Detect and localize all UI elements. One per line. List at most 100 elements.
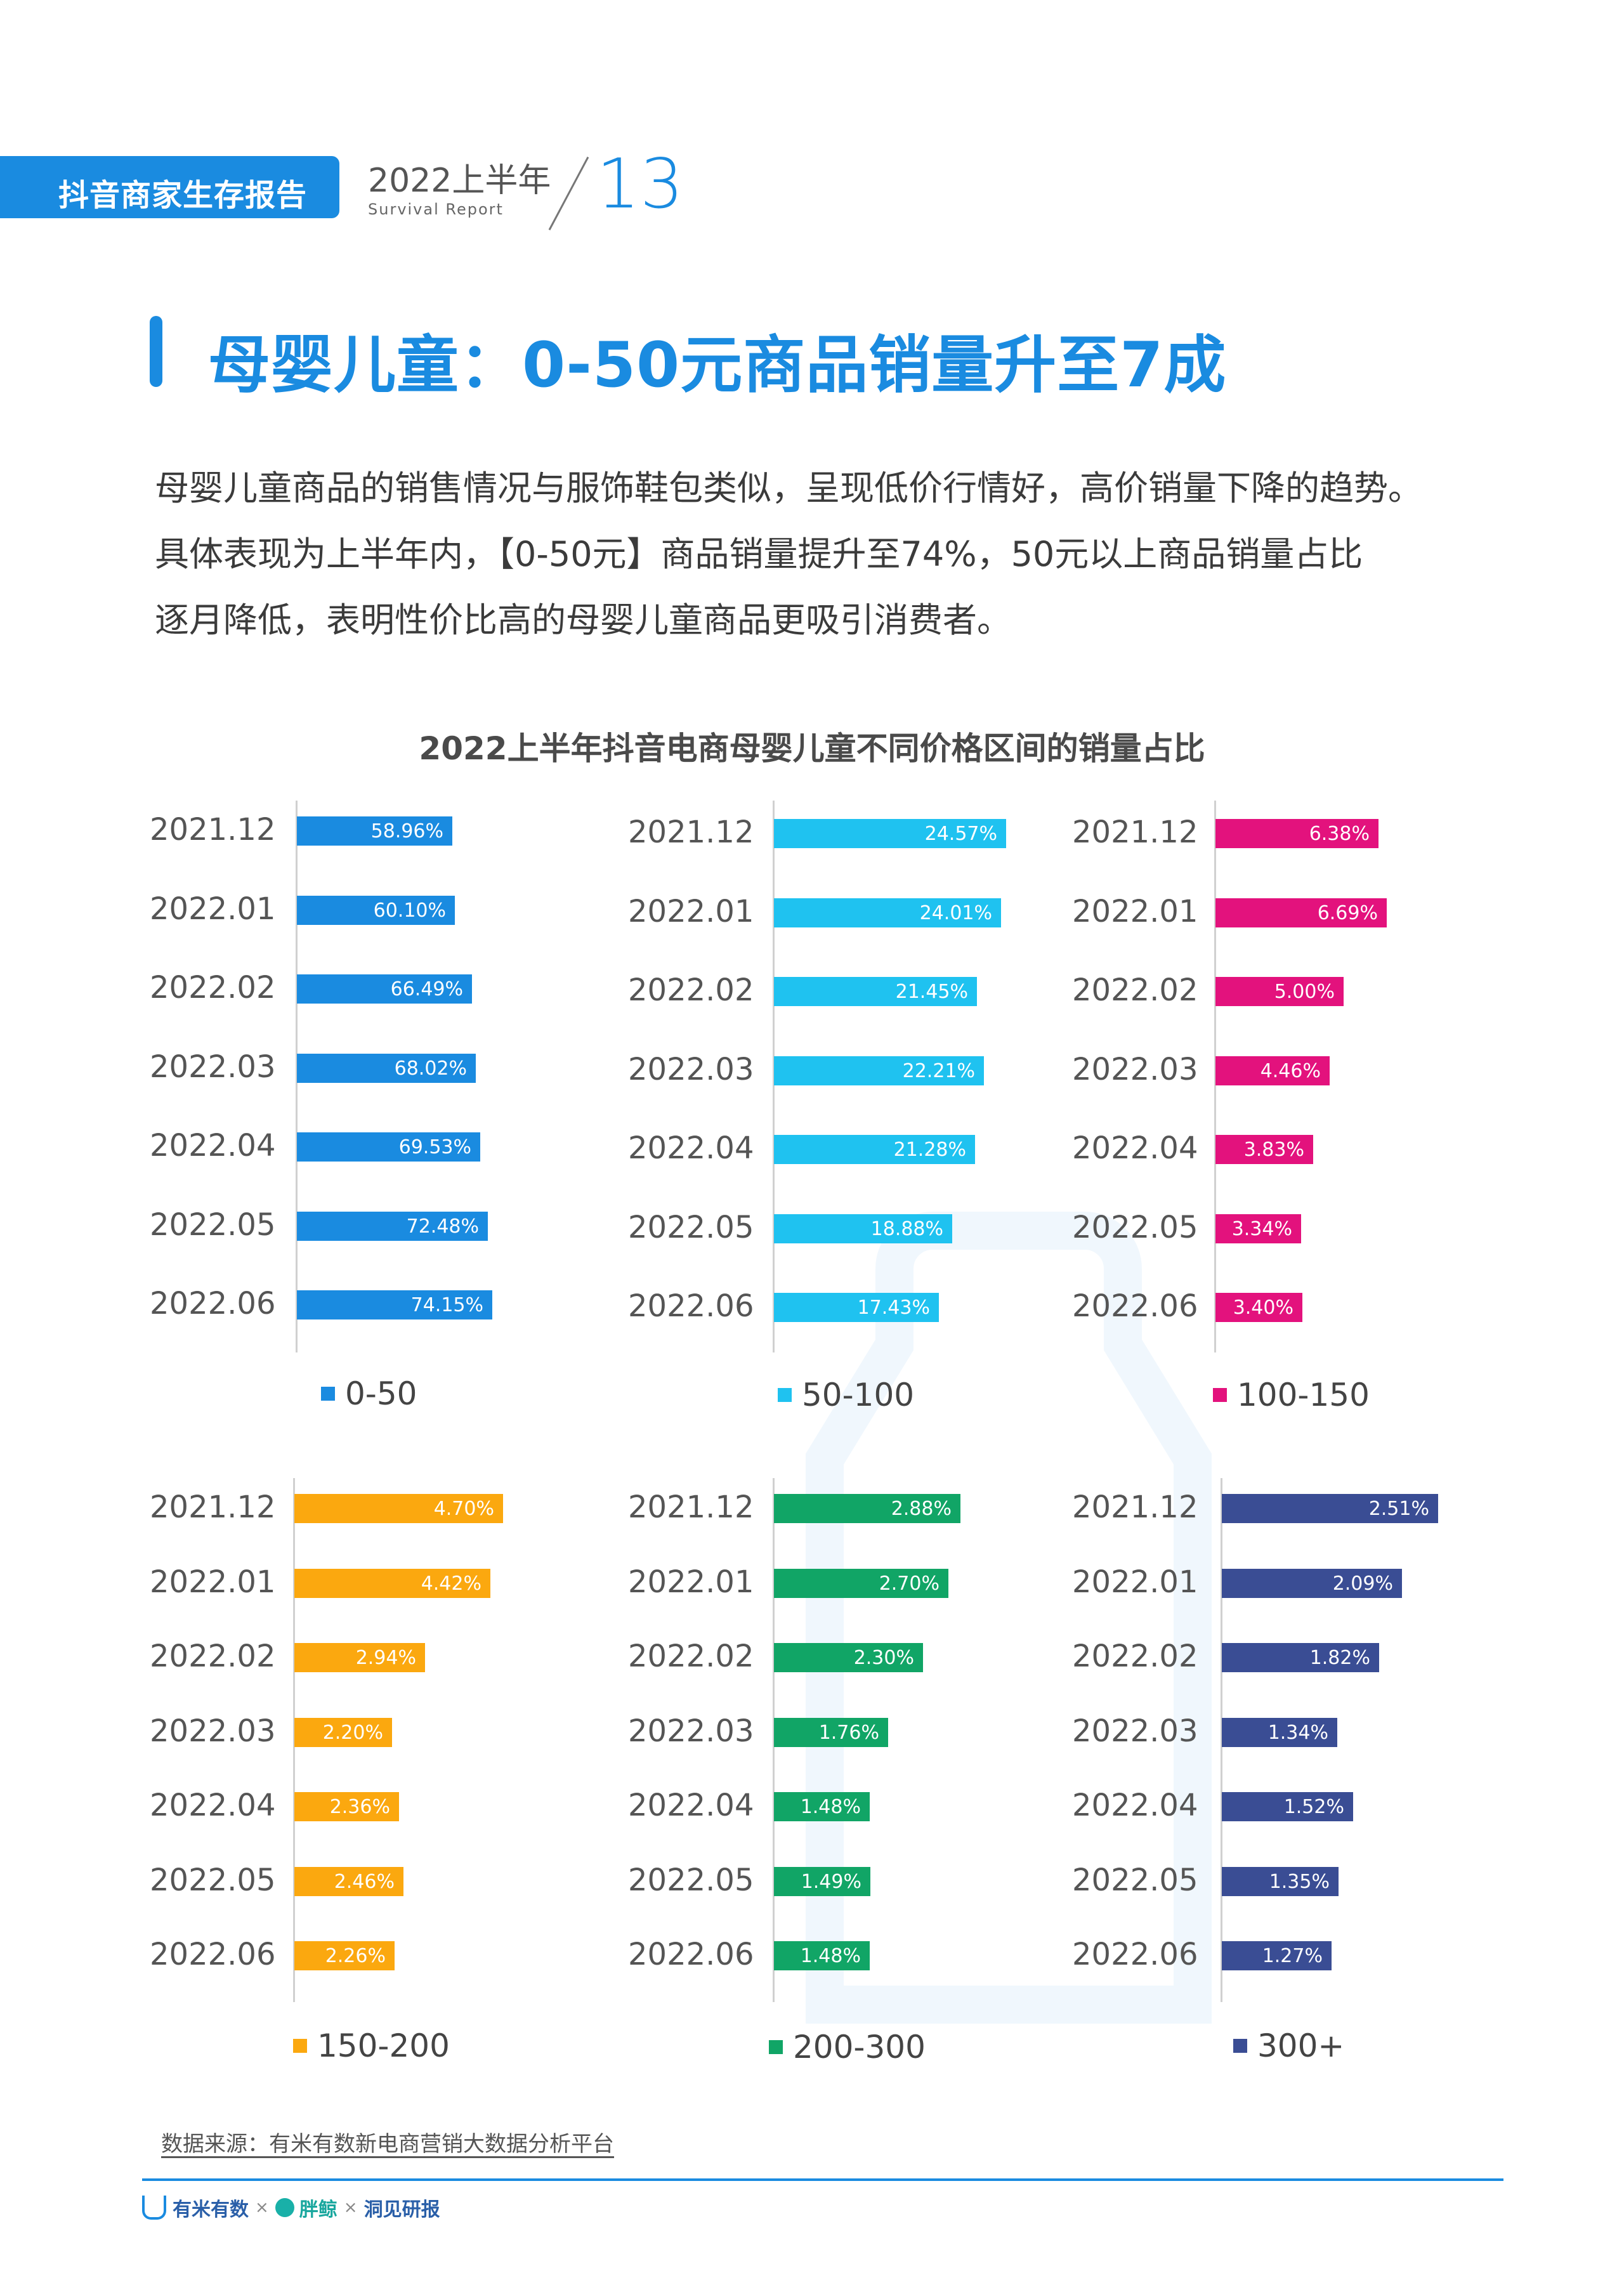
report-name-tab: 抖音商家生存报告 [0, 156, 339, 218]
bar: 68.02% [297, 1053, 476, 1083]
bar-value-label: 1.48% [800, 1945, 861, 1967]
youmi-logo-icon [142, 2196, 166, 2220]
bar: 1.49% [774, 1866, 870, 1896]
bar-value-label: 1.76% [818, 1721, 879, 1744]
legend-swatch [293, 2039, 307, 2053]
bar: 1.34% [1222, 1717, 1337, 1747]
bar: 1.48% [774, 1941, 870, 1970]
category-label: 2021.12 [150, 1490, 276, 1525]
bar-value-label: 2.70% [879, 1572, 940, 1595]
category-label: 2022.06 [150, 1286, 276, 1321]
bar: 24.57% [774, 819, 1006, 848]
category-label: 2022.02 [150, 970, 276, 1005]
category-label: 2022.03 [1072, 1051, 1198, 1087]
bar-value-label: 5.00% [1274, 981, 1335, 1003]
bar: 21.28% [774, 1135, 975, 1164]
bar: 17.43% [774, 1293, 939, 1322]
bar: 66.49% [297, 974, 472, 1004]
bar-value-label: 2.36% [329, 1796, 390, 1818]
bar-value-label: 2.20% [322, 1721, 383, 1744]
category-label: 2022.05 [1072, 1209, 1198, 1245]
bar: 2.70% [774, 1568, 948, 1598]
report-period: 2022上半年 [368, 162, 551, 200]
bar-value-label: 1.49% [801, 1870, 861, 1893]
category-label: 2022.05 [628, 1209, 754, 1245]
header-divider [548, 156, 589, 231]
bar-value-label: 58.96% [370, 820, 443, 842]
legend-swatch [769, 2040, 783, 2054]
bar: 18.88% [774, 1214, 952, 1243]
category-label: 2022.03 [150, 1049, 276, 1085]
legend-label: 200-300 [793, 2029, 926, 2066]
category-label: 2022.06 [150, 1937, 276, 1972]
legend-label: 300+ [1257, 2027, 1345, 2064]
bar-value-label: 1.35% [1269, 1870, 1330, 1893]
body-line: 母婴儿童商品的销售情况与服饰鞋包类似，呈现低价行情好，高价销量下降的趋势。 [155, 468, 1422, 508]
bar-value-label: 2.46% [334, 1870, 395, 1893]
chart-title: 2022上半年抖音电商母婴儿童不同价格区间的销量占比 [419, 730, 1205, 767]
bar: 6.69% [1215, 898, 1387, 927]
body-line: 逐月降低，表明性价比高的母婴儿童商品更吸引消费者。 [155, 600, 1011, 640]
category-label: 2022.02 [1072, 972, 1198, 1008]
category-label: 2022.01 [150, 891, 276, 927]
bar-value-label: 74.15% [410, 1294, 483, 1316]
bar-value-label: 69.53% [398, 1136, 471, 1158]
bar: 2.46% [294, 1866, 403, 1896]
category-label: 2022.05 [628, 1862, 754, 1898]
legend-swatch [1233, 2039, 1247, 2053]
bar: 2.94% [294, 1643, 425, 1672]
category-label: 2022.01 [1072, 1564, 1198, 1600]
bar-value-label: 1.34% [1267, 1721, 1328, 1744]
legend-item: 200-300 [769, 2029, 926, 2066]
bar: 2.09% [1222, 1568, 1402, 1598]
bar: 2.20% [294, 1717, 392, 1747]
bar-value-label: 3.34% [1231, 1217, 1292, 1240]
category-label: 2022.02 [628, 1639, 754, 1674]
legend-swatch [321, 1387, 335, 1401]
bar-value-label: 1.48% [800, 1796, 861, 1818]
report-subtitle: Survival Report [368, 200, 504, 218]
category-label: 2022.06 [1072, 1288, 1198, 1324]
legend-item: 0-50 [321, 1375, 417, 1412]
category-label: 2022.02 [150, 1639, 276, 1674]
bar: 6.38% [1215, 819, 1378, 848]
bar-value-label: 1.82% [1309, 1647, 1370, 1669]
category-label: 2022.03 [628, 1051, 754, 1087]
category-label: 2022.01 [628, 1564, 754, 1600]
body-line: 具体表现为上半年内，【0-50元】商品销量提升至74%，50元以上商品销量占比 [155, 534, 1363, 574]
bar-value-label: 2.94% [355, 1647, 416, 1669]
bar: 4.46% [1215, 1056, 1330, 1085]
bar: 2.51% [1222, 1494, 1438, 1523]
category-label: 2022.03 [150, 1713, 276, 1749]
title-accent-bar [150, 316, 162, 387]
pangjing-logo-icon [275, 2198, 294, 2217]
category-label: 2022.06 [628, 1288, 754, 1324]
y-axis-line [1221, 1478, 1222, 2002]
bar-value-label: 66.49% [390, 978, 463, 1000]
category-label: 2021.12 [628, 1490, 754, 1525]
bar: 2.30% [774, 1643, 923, 1672]
category-label: 2022.06 [628, 1937, 754, 1972]
bar-value-label: 2.51% [1368, 1498, 1429, 1520]
category-label: 2022.03 [628, 1713, 754, 1749]
bar-value-label: 60.10% [373, 899, 446, 922]
legend-label: 50-100 [802, 1377, 915, 1413]
bar: 24.01% [774, 898, 1001, 927]
bar: 4.42% [294, 1568, 490, 1598]
logo-separator: × [255, 2198, 269, 2217]
category-label: 2021.12 [1072, 1490, 1198, 1525]
bar-value-label: 18.88% [870, 1217, 943, 1240]
bar-value-label: 21.28% [893, 1139, 966, 1161]
bar: 2.26% [294, 1941, 395, 1970]
bar: 1.52% [1222, 1792, 1353, 1821]
bar-value-label: 6.38% [1309, 823, 1370, 845]
category-label: 2022.05 [150, 1207, 276, 1243]
bar: 74.15% [297, 1290, 492, 1319]
bar: 1.76% [774, 1717, 888, 1747]
bar-value-label: 3.83% [1243, 1139, 1304, 1161]
bar: 1.48% [774, 1792, 870, 1821]
bar-value-label: 24.57% [924, 823, 997, 845]
legend-item: 50-100 [778, 1377, 914, 1413]
bar-value-label: 3.40% [1233, 1297, 1293, 1319]
bar: 3.34% [1215, 1214, 1301, 1243]
